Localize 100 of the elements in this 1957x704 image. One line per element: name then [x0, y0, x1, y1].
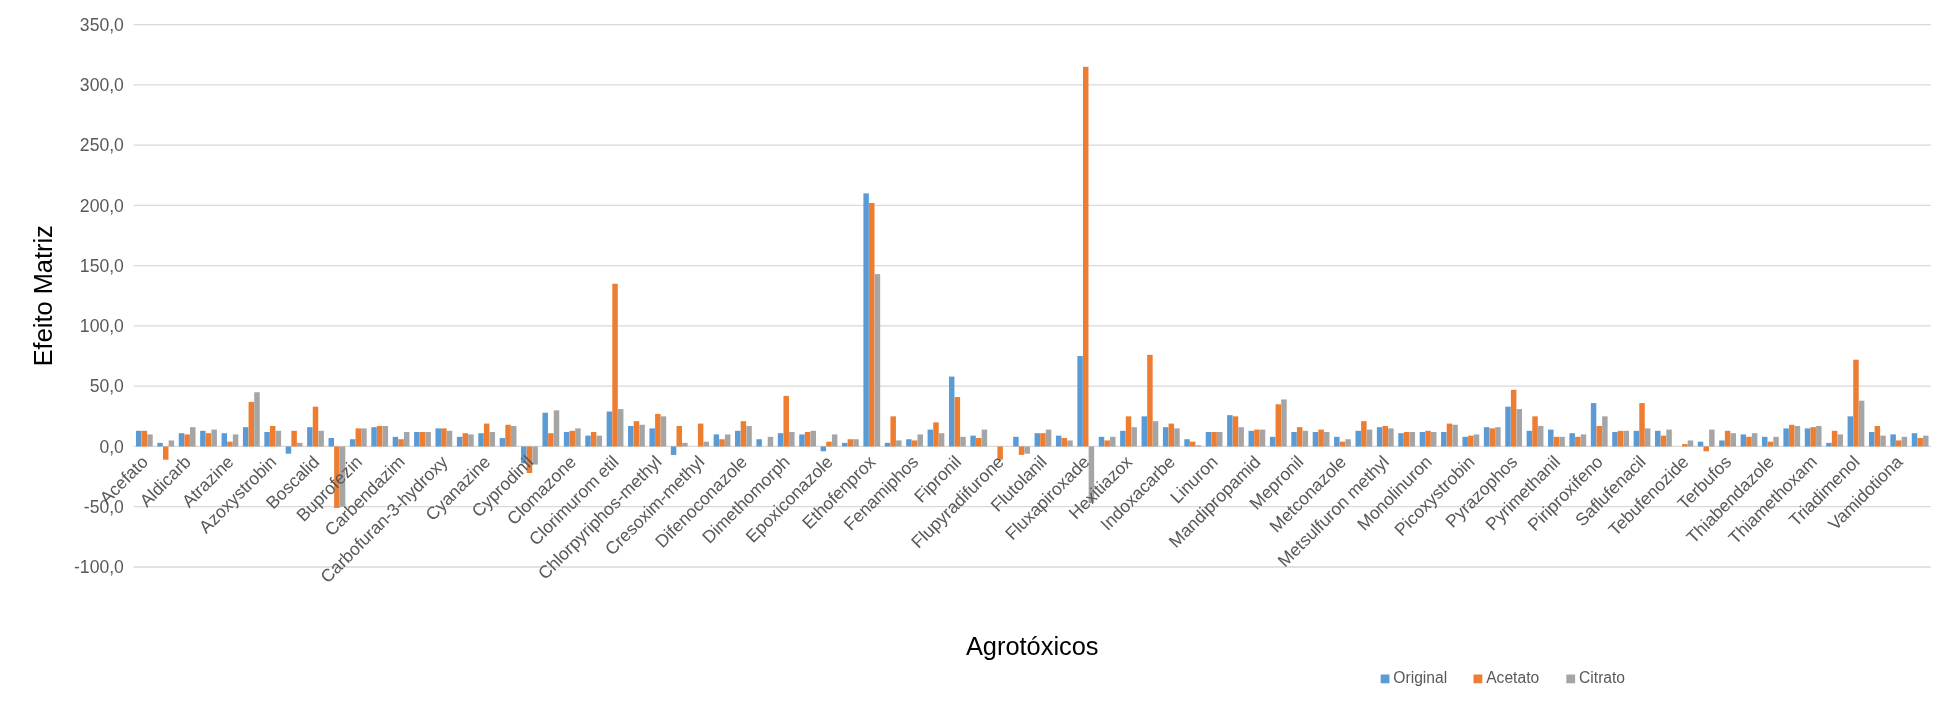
- bar: [548, 433, 554, 447]
- bar: [1355, 430, 1361, 447]
- bar: [1376, 427, 1383, 447]
- bar: [1018, 446, 1025, 455]
- bar: [1489, 428, 1495, 447]
- bar: [1816, 425, 1822, 447]
- bar: [1590, 403, 1597, 447]
- bar: [746, 425, 752, 447]
- bar: [933, 422, 939, 447]
- legend-label: Acetato: [1486, 669, 1540, 687]
- bar: [355, 428, 362, 447]
- bar: [1746, 436, 1752, 447]
- bar: [264, 432, 270, 447]
- bar: [575, 428, 581, 447]
- bar: [1275, 404, 1282, 447]
- bar: [425, 432, 431, 447]
- bar: [1291, 432, 1297, 447]
- bar: [1125, 416, 1132, 447]
- bar: [740, 421, 747, 447]
- bar: [896, 440, 902, 447]
- bar: [869, 203, 875, 447]
- bar: [157, 442, 163, 447]
- bar: [1388, 428, 1394, 447]
- legend-label: Citrato: [1579, 669, 1626, 687]
- y-tick-label: 200,0: [79, 195, 125, 216]
- bar: [361, 428, 367, 447]
- bar: [1575, 436, 1581, 447]
- bar: [468, 434, 474, 447]
- bar: [1141, 416, 1148, 447]
- bar: [254, 392, 260, 447]
- y-tick-label: 0,0: [99, 436, 125, 457]
- legend-label: Original: [1393, 669, 1448, 687]
- bar: [1452, 424, 1458, 447]
- bar: [906, 439, 912, 447]
- bar: [1612, 432, 1618, 447]
- bar: [1923, 435, 1929, 447]
- bar: [200, 430, 206, 447]
- bar: [505, 424, 511, 447]
- bar: [1152, 421, 1159, 447]
- bar: [1709, 429, 1715, 447]
- bar: [1740, 434, 1747, 447]
- bar: [1483, 427, 1490, 447]
- bar: [719, 439, 725, 447]
- bar: [670, 446, 677, 455]
- bar: [649, 428, 655, 447]
- bar: [1639, 403, 1645, 447]
- bar: [242, 427, 249, 447]
- bar: [789, 432, 795, 447]
- bar: [1858, 400, 1865, 447]
- bar: [1548, 429, 1554, 447]
- bar: [232, 434, 239, 447]
- bar: [874, 274, 881, 447]
- bar: [863, 193, 869, 447]
- bar: [441, 428, 447, 447]
- bar: [398, 439, 404, 447]
- bar: [1083, 66, 1089, 447]
- bar: [147, 434, 153, 447]
- bar: [1040, 433, 1046, 447]
- bar: [1655, 430, 1661, 447]
- bar: [820, 446, 827, 452]
- bar: [297, 442, 303, 447]
- bar: [1473, 434, 1480, 447]
- bar: [291, 430, 297, 447]
- bar: [890, 416, 896, 447]
- bar: [248, 401, 255, 447]
- bar: [1602, 416, 1608, 447]
- bar: [1238, 427, 1244, 447]
- bar: [1441, 432, 1447, 447]
- bar: [1783, 428, 1789, 447]
- bar: [1120, 430, 1126, 447]
- bar: [826, 441, 832, 447]
- bar: [1361, 421, 1367, 447]
- bar: [713, 434, 720, 447]
- bar: [1890, 434, 1896, 447]
- bar: [1077, 356, 1083, 447]
- y-tick-label: -100,0: [74, 557, 125, 578]
- bar: [1232, 416, 1239, 447]
- bar: [1853, 359, 1859, 447]
- bar: [414, 432, 420, 447]
- bar: [960, 436, 966, 447]
- bar: [184, 434, 190, 447]
- bar: [1462, 436, 1468, 447]
- y-tick-label: 50,0: [89, 376, 125, 397]
- bar: [1131, 427, 1137, 447]
- bar: [1516, 409, 1523, 447]
- bar: [1847, 416, 1854, 447]
- bar: [970, 435, 976, 447]
- bar: [783, 395, 789, 447]
- bar: [799, 434, 805, 447]
- bar: [633, 421, 640, 447]
- bar: [617, 409, 624, 447]
- bar: [628, 425, 634, 447]
- bar: [1184, 439, 1190, 447]
- bar: [1837, 434, 1843, 447]
- y-tick-label: 300,0: [79, 75, 125, 96]
- bar: [917, 434, 923, 447]
- bar: [1110, 436, 1116, 447]
- bar: [1532, 416, 1538, 447]
- bar: [371, 427, 377, 447]
- bar: [1318, 429, 1324, 447]
